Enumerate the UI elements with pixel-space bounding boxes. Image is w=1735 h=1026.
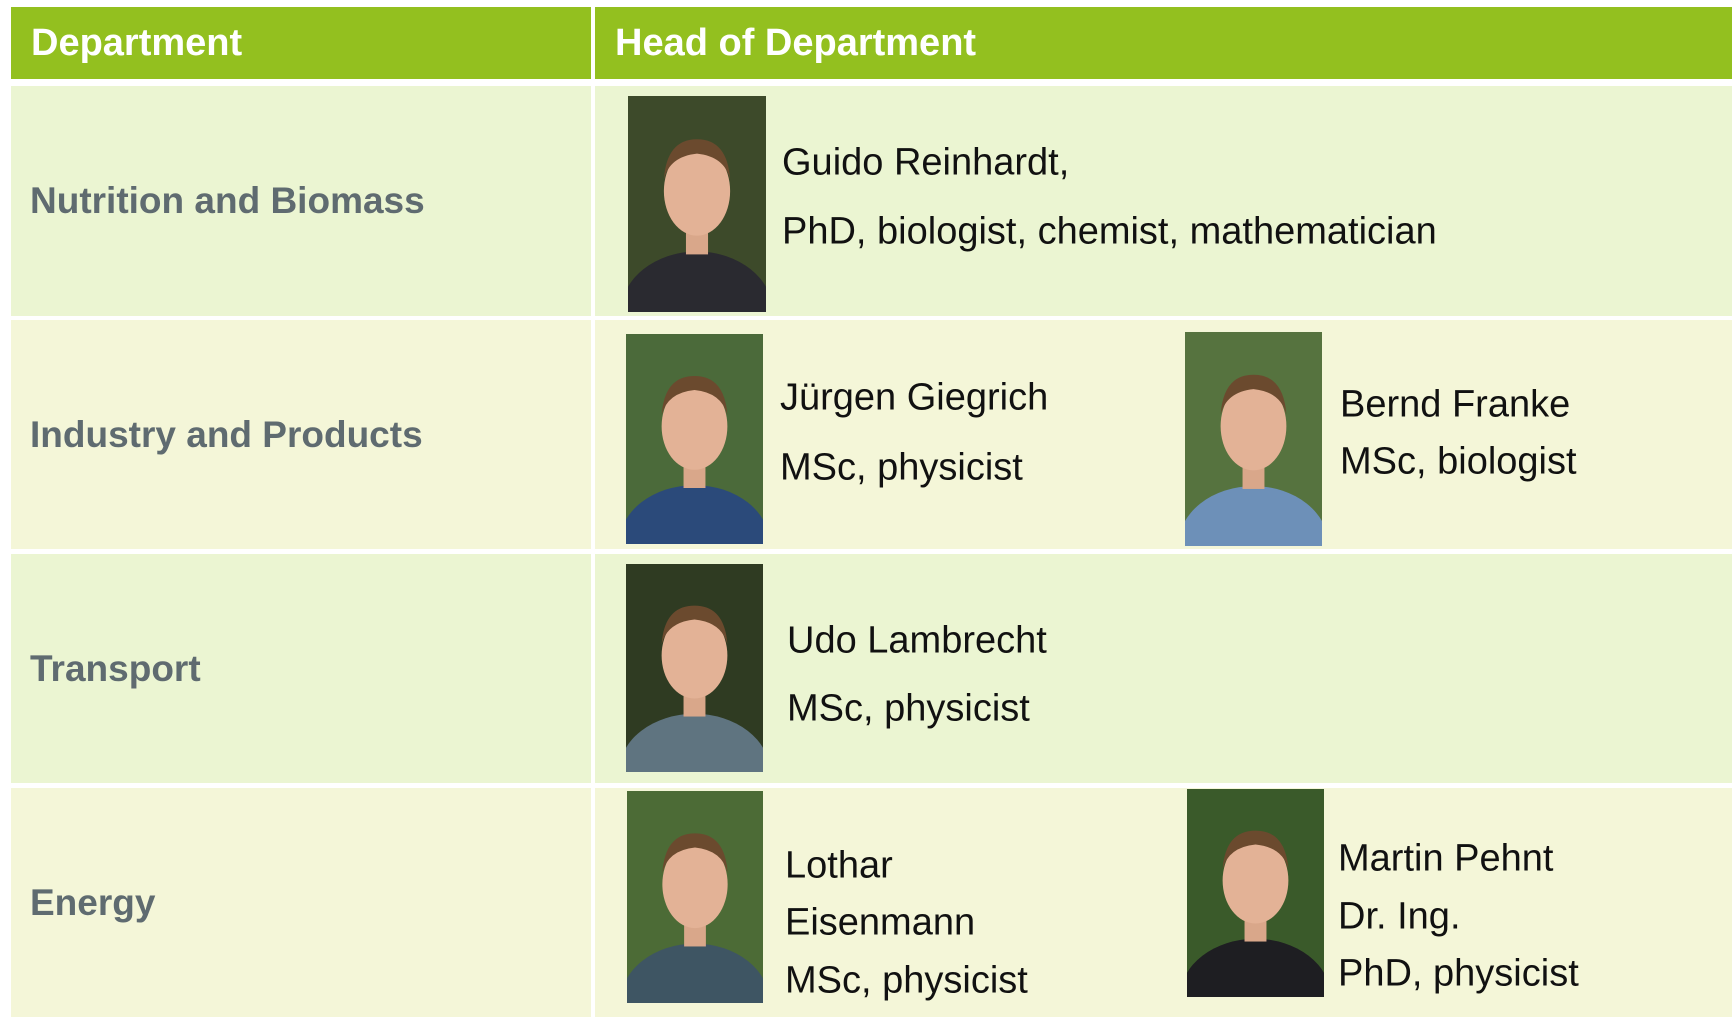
head-info: Eisenmann [785, 901, 976, 944]
photo [626, 334, 763, 544]
head-info: PhD, biologist, chemist, mathematician [782, 210, 1437, 253]
photo [628, 96, 766, 312]
department-name: Nutrition and Biomass [30, 180, 425, 221]
portrait [626, 376, 763, 544]
photo [1187, 789, 1324, 997]
row-bg [11, 86, 591, 316]
head-info: MSc, physicist [787, 687, 1030, 730]
portrait [628, 139, 766, 312]
header-cell: Head of Department [595, 7, 1732, 79]
head-info: Dr. Ing. [1338, 895, 1461, 938]
row-bg [595, 320, 1732, 549]
header-cell: Department [11, 7, 591, 79]
portrait [627, 833, 763, 1003]
portrait [1187, 830, 1324, 997]
photo [627, 791, 763, 1003]
head-info: Guido Reinhardt, [782, 141, 1070, 184]
head-info: MSc, biologist [1340, 440, 1577, 483]
row-bg [595, 788, 1732, 1017]
row-bg [11, 320, 591, 549]
head-info: Martin Pehnt [1338, 837, 1554, 880]
head-info: Udo Lambrecht [787, 619, 1047, 662]
portrait [626, 605, 763, 772]
department-name: Industry and Products [30, 413, 423, 455]
head-info: Bernd Franke [1340, 383, 1571, 426]
head-info: PhD, physicist [1338, 952, 1579, 995]
photo [1185, 332, 1322, 546]
photo [626, 564, 763, 772]
row-bg [595, 86, 1732, 316]
portrait [1185, 374, 1322, 546]
department-name: Transport [30, 647, 201, 689]
row-bg [11, 788, 591, 1017]
row-bg [11, 554, 591, 783]
head-info: MSc, physicist [785, 959, 1028, 1002]
head-info: Jürgen Giegrich [780, 376, 1049, 419]
head-info: Lothar [785, 844, 893, 887]
department-name: Energy [30, 881, 156, 923]
head-info: MSc, physicist [780, 446, 1023, 489]
row-bg [595, 554, 1732, 783]
